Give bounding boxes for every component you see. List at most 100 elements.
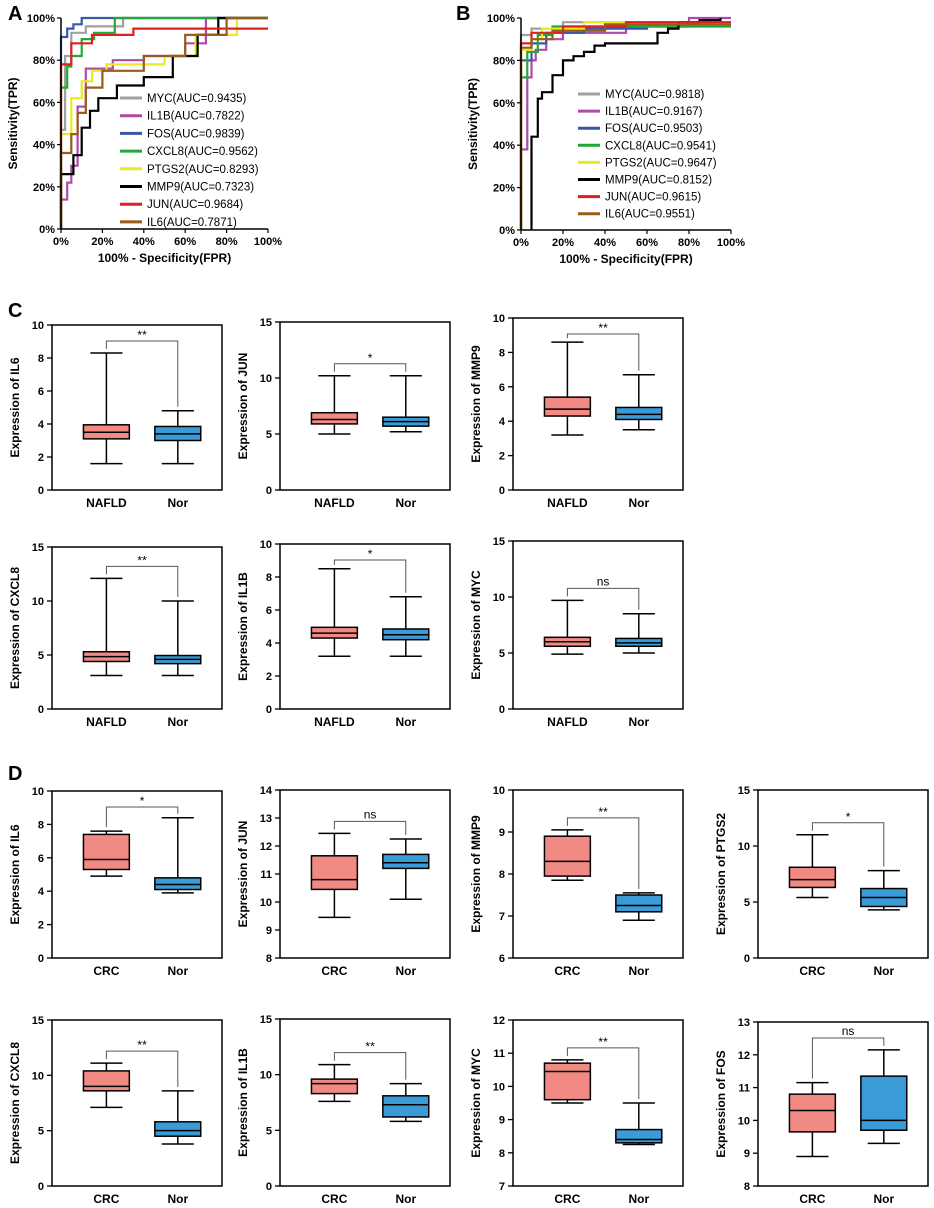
significance-bracket xyxy=(333,363,407,372)
category-label-nor: Nor xyxy=(628,964,649,978)
significance-label: * xyxy=(846,810,851,824)
x-axis-label: 100% - Specificity(FPR) xyxy=(98,251,231,265)
y-tick-label: 2 xyxy=(38,920,44,932)
panel-label-c: C xyxy=(8,300,22,322)
y-tick-label: 11 xyxy=(493,1048,505,1060)
y-tick-label: 10 xyxy=(32,320,44,332)
y-tick-label: 6 xyxy=(499,953,505,965)
legend-label: PTGS2(AUC=0.9647) xyxy=(605,157,717,169)
box-crc xyxy=(543,1062,592,1101)
y-axis-label: Expression of JUN xyxy=(236,353,250,460)
legend-label: MMP9(AUC=0.8152) xyxy=(605,175,712,187)
category-label-nor: Nor xyxy=(167,1192,188,1206)
significance-label: * xyxy=(140,794,145,808)
significance-bracket xyxy=(566,587,640,610)
box-nor xyxy=(154,877,202,891)
x-tick-label: 40% xyxy=(594,237,616,249)
y-tick-label: 6 xyxy=(499,382,505,394)
category-label-nafld: NAFLD xyxy=(314,496,355,510)
box-crc xyxy=(788,1093,837,1133)
box-nor xyxy=(382,853,430,870)
y-tick-label: 5 xyxy=(38,650,44,662)
plot-frame xyxy=(512,1019,684,1187)
box-crc xyxy=(82,1070,131,1092)
y-tick-label: 6 xyxy=(266,605,272,617)
y-tick-label: 4 xyxy=(38,886,45,898)
legend-label: CXCL8(AUC=0.9541) xyxy=(605,140,716,152)
y-tick-label: 10 xyxy=(738,1115,750,1127)
panel-label-d: D xyxy=(8,763,22,785)
y-tick-label: 12 xyxy=(493,1015,505,1027)
y-axis-label: Expression of IL6 xyxy=(8,824,22,924)
y-tick-label: 10 xyxy=(260,897,272,909)
x-tick-label: 0% xyxy=(513,237,529,249)
box-panel-d-il1b: 0 5 10 15 Expression of IL1B CRC Nor ** xyxy=(236,1014,451,1206)
roc-line-il6 xyxy=(519,23,731,230)
roc-line-il1b xyxy=(59,16,268,229)
plot-frame xyxy=(512,317,684,491)
y-axis-label: Expression of CXCL8 xyxy=(8,567,22,689)
y-tick-label: 10 xyxy=(32,786,44,798)
roc-line-ptgs2 xyxy=(59,16,268,229)
y-tick-label: 10 xyxy=(32,596,44,608)
significance-bracket xyxy=(811,822,885,867)
y-axis-label: Expression of FOS xyxy=(714,1050,728,1157)
plot-frame xyxy=(51,546,223,710)
significance-bracket xyxy=(333,820,407,835)
plot-frame xyxy=(51,1019,223,1187)
roc-line-fos xyxy=(59,16,268,229)
y-axis-label: Expression of MYC xyxy=(469,1048,483,1158)
y-tick-label: 100% xyxy=(27,13,55,25)
x-tick-label: 60% xyxy=(636,237,658,249)
x-tick-label: 100% xyxy=(717,237,745,249)
y-tick-label: 15 xyxy=(738,785,750,797)
y-tick-label: 15 xyxy=(32,1015,44,1027)
roc-panel-b: 0% 20% 40% 60% 80% 100% 0% 20% 40% 60% 80% 100% 100%… xyxy=(466,13,745,266)
category-label-nor: Nor xyxy=(873,964,894,978)
y-tick-label: 4 xyxy=(499,416,506,428)
y-tick-label: 9 xyxy=(499,1115,505,1127)
legend-label: JUN(AUC=0.9615) xyxy=(605,192,701,204)
significance-label: ns xyxy=(842,1024,855,1038)
y-tick-label: 9 xyxy=(744,1148,750,1160)
y-tick-label: 5 xyxy=(38,1126,44,1138)
significance-label: ** xyxy=(598,805,608,819)
legend-label: CXCL8(AUC=0.9562) xyxy=(147,146,258,158)
y-tick-label: 20% xyxy=(33,182,55,194)
x-tick-label: 40% xyxy=(133,236,155,248)
y-axis-label: Sensitivity(TPR) xyxy=(6,77,20,169)
y-tick-label: 0% xyxy=(499,225,515,237)
y-tick-label: 40% xyxy=(33,140,55,152)
category-label-nor: Nor xyxy=(395,964,416,978)
y-tick-label: 0 xyxy=(266,1181,272,1193)
y-tick-label: 20% xyxy=(493,183,515,195)
significance-label: ** xyxy=(137,1038,147,1052)
x-tick-label: 20% xyxy=(552,237,574,249)
category-label-nafld: NAFLD xyxy=(314,715,355,729)
y-tick-label: 6 xyxy=(38,853,44,865)
y-tick-label: 40% xyxy=(493,140,515,152)
y-tick-label: 60% xyxy=(33,97,55,109)
significance-label: ** xyxy=(137,553,147,567)
category-label-crc: CRC xyxy=(93,964,119,978)
significance-label: ns xyxy=(597,574,610,588)
y-tick-label: 8 xyxy=(744,1181,750,1193)
legend-label: IL6(AUC=0.7871) xyxy=(147,217,237,229)
y-tick-label: 8 xyxy=(266,572,272,584)
x-tick-label: 20% xyxy=(91,236,113,248)
y-axis-label: Expression of JUN xyxy=(236,821,250,928)
y-axis-label: Expression of PTGS2 xyxy=(714,813,728,935)
y-tick-label: 0 xyxy=(38,1181,44,1193)
significance-bracket xyxy=(811,1037,885,1079)
box-nor xyxy=(615,406,663,421)
significance-label: ** xyxy=(365,1040,375,1054)
y-tick-label: 13 xyxy=(738,1017,750,1029)
box-panel-d-mmp9: 6 7 8 9 10 Expression of MMP9 CRC Nor ** xyxy=(469,785,684,978)
box-panel-c-myc: 0 5 10 15 Expression of MYC NAFLD Nor ns xyxy=(469,536,684,729)
y-tick-label: 10 xyxy=(260,539,272,551)
y-tick-label: 2 xyxy=(499,451,505,463)
box-nor xyxy=(382,1095,430,1118)
y-tick-label: 10 xyxy=(32,1070,44,1082)
category-label-nor: Nor xyxy=(395,715,416,729)
